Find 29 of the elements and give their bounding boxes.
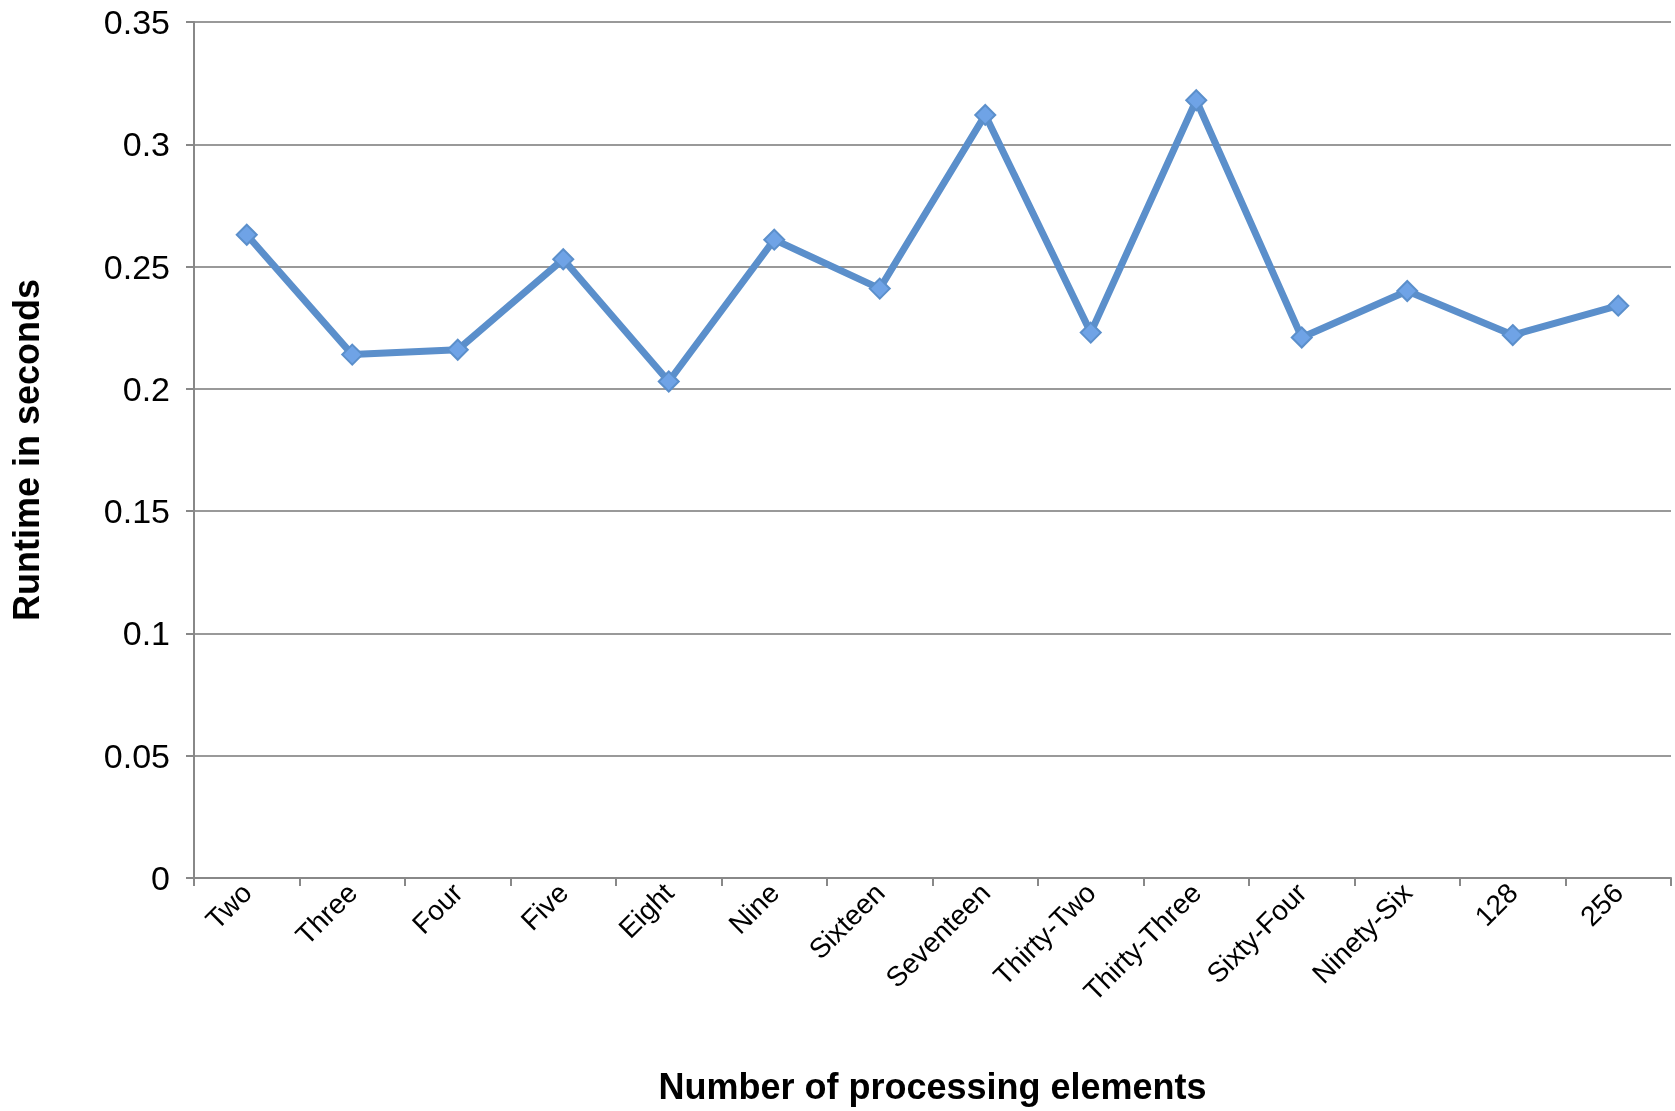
x-tick-label: Five [514,877,575,937]
point [1185,89,1208,112]
point [974,103,997,126]
point [235,223,258,246]
y-tick-label: 0.15 [103,492,170,531]
x-tick-label: Nine [722,877,786,940]
x-tick-label: Two [199,877,258,936]
point [341,343,364,366]
point [446,338,469,361]
point [552,248,575,271]
y-tick-label: 0.3 [122,125,170,164]
y-tick-label: 0 [151,859,170,897]
x-tick-label: 128 [1468,877,1524,932]
point [868,277,891,300]
point [1396,280,1419,303]
y-axis-title: Runtime in seconds [5,278,47,622]
y-tick-label: 0.1 [122,614,170,653]
point [657,370,680,393]
x-tick-label: 256 [1574,877,1630,932]
point [1079,321,1102,344]
y-tick-label: 0.05 [103,736,170,775]
point [1501,324,1524,347]
y-tick-label: 0.25 [103,247,170,286]
point [1290,326,1313,349]
x-axis-title: Number of processing elements [658,1065,1207,1107]
y-tick-label: 0.35 [103,3,170,41]
point [763,228,786,251]
y-tick-label: 0.2 [122,369,170,408]
point [1607,294,1630,317]
